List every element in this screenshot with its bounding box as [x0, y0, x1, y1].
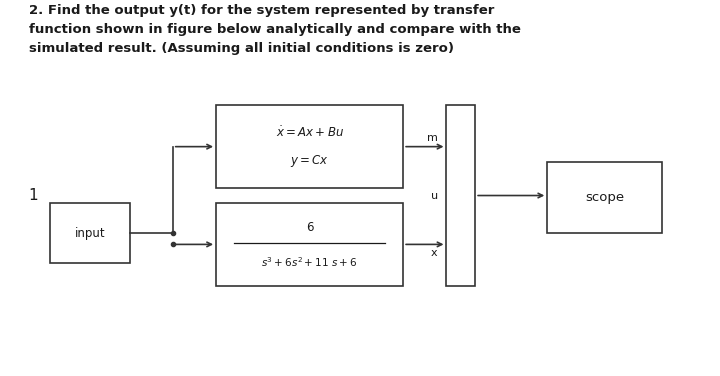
Text: $y = Cx$: $y = Cx$: [290, 153, 329, 169]
Text: $\dot{x} = Ax + Bu$: $\dot{x} = Ax + Bu$: [276, 125, 343, 140]
Text: scope: scope: [585, 191, 624, 204]
Bar: [216, 203, 403, 286]
Bar: [50, 203, 130, 263]
Bar: [216, 105, 403, 188]
Text: u: u: [431, 191, 438, 200]
Bar: [446, 105, 475, 286]
Text: m: m: [427, 133, 438, 143]
Text: 6: 6: [306, 221, 313, 234]
Bar: [547, 162, 662, 233]
Text: 2. Find the output y(t) for the system represented by transfer
function shown in: 2. Find the output y(t) for the system r…: [29, 4, 521, 55]
Text: 1: 1: [29, 188, 38, 203]
Text: $s^3 + 6s^2 + 11 \ s + 6$: $s^3 + 6s^2 + 11 \ s + 6$: [261, 256, 358, 270]
Text: input: input: [75, 227, 105, 240]
Text: x: x: [431, 248, 438, 258]
